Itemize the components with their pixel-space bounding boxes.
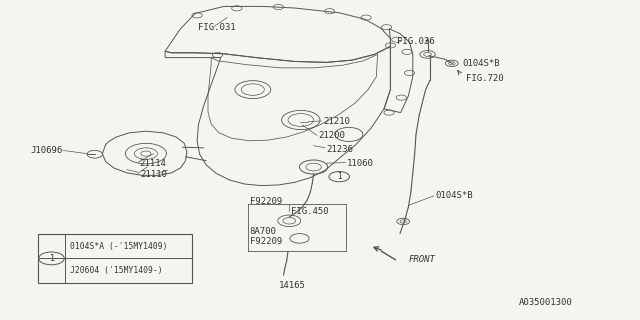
Text: 21200: 21200 (319, 132, 346, 140)
Text: 21236: 21236 (326, 145, 353, 154)
Text: FRONT: FRONT (408, 255, 435, 264)
Text: F92209: F92209 (250, 197, 282, 206)
Text: 0104S*B: 0104S*B (462, 59, 500, 68)
Text: J10696: J10696 (31, 146, 63, 155)
Text: F92209: F92209 (250, 237, 282, 246)
Text: FIG.450: FIG.450 (291, 207, 329, 216)
Text: FIG.036: FIG.036 (397, 37, 435, 46)
Text: FIG.720: FIG.720 (466, 74, 504, 83)
Text: 21110: 21110 (141, 170, 168, 179)
Text: 1: 1 (49, 254, 54, 263)
Text: 8A700: 8A700 (250, 228, 276, 236)
Text: 11060: 11060 (347, 159, 374, 168)
Text: 1: 1 (337, 172, 342, 181)
Text: 21114: 21114 (140, 159, 166, 168)
Text: A035001300: A035001300 (518, 298, 572, 307)
Text: 0104S*A (-'15MY1409): 0104S*A (-'15MY1409) (70, 242, 167, 251)
Text: J20604 ('15MY1409-): J20604 ('15MY1409-) (70, 266, 163, 275)
Text: FIG.031: FIG.031 (198, 23, 236, 32)
Text: 14165: 14165 (278, 281, 305, 290)
Text: 0104S*B: 0104S*B (435, 191, 473, 200)
Text: 21210: 21210 (323, 117, 350, 126)
